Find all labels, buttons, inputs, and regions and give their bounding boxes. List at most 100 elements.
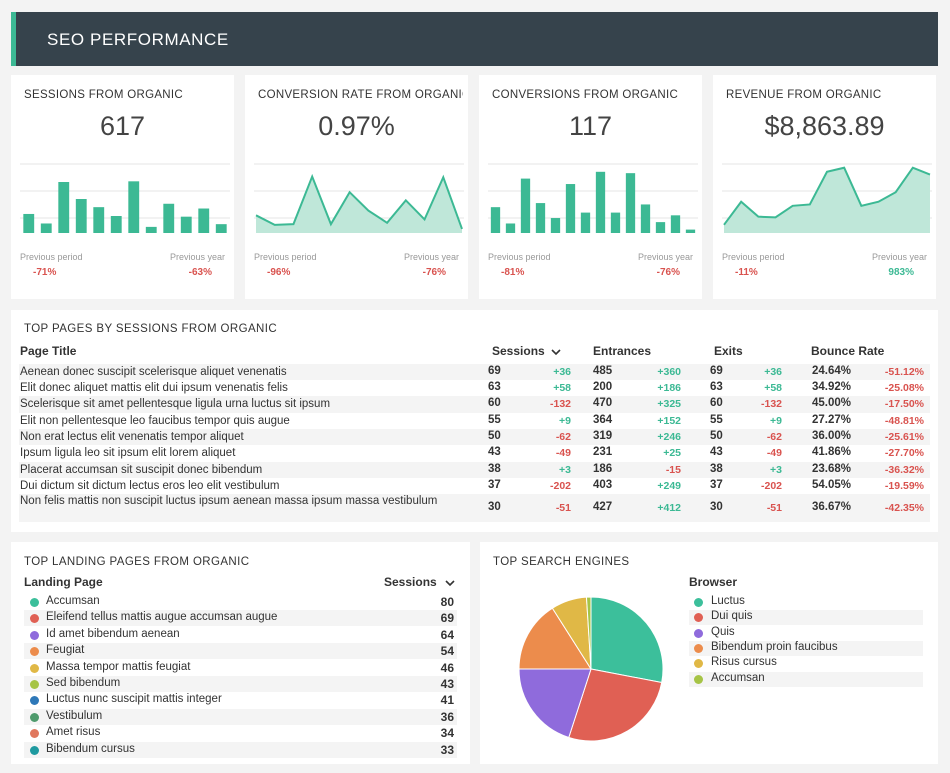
- sessions-cell: 60: [488, 397, 501, 409]
- entrances-cell: 186: [593, 463, 613, 475]
- table-row[interactable]: Elit donec aliquet mattis elit dui ipsum…: [19, 380, 930, 396]
- kpi-card-conversions[interactable]: CONVERSIONS FROM ORGANIC 117 Previous peri…: [479, 75, 702, 299]
- legend-item[interactable]: Luctus: [689, 595, 923, 610]
- previous-period-label: Previous period: [722, 252, 785, 262]
- kpi-value: 117: [568, 111, 613, 141]
- col-header-entrances[interactable]: Entrances: [593, 344, 652, 358]
- bar: [505, 223, 516, 233]
- list-item[interactable]: Bibendum cursus 33: [24, 741, 457, 758]
- legend-dot: [30, 729, 39, 739]
- list-item[interactable]: Massa tempor mattis feugiat 46: [24, 660, 457, 676]
- list-item[interactable]: Id amet bibendum aenean 64: [24, 627, 457, 643]
- bar: [58, 182, 70, 233]
- entrances-delta-cell: +25: [663, 447, 681, 459]
- entrances-cell: 364: [593, 414, 613, 426]
- col-header-landing-page[interactable]: Landing Page: [24, 575, 103, 589]
- legend-label: Bibendum proin faucibus: [711, 640, 838, 653]
- bar: [163, 203, 175, 233]
- previous-year-change: -76%: [422, 267, 446, 278]
- previous-year-label: Previous year: [403, 252, 459, 262]
- previous-period-change: -11%: [735, 267, 758, 278]
- entrances-cell: 485: [593, 365, 613, 377]
- bar: [565, 184, 576, 233]
- exits-cell: 69: [710, 365, 723, 377]
- chevron-down-icon: [551, 349, 561, 355]
- entrances-cell: 427: [593, 501, 613, 513]
- bar: [93, 207, 105, 233]
- bar: [670, 215, 681, 233]
- legend-dot: [694, 643, 703, 653]
- kpi-label: REVENUE FROM ORGANIC: [726, 89, 882, 101]
- previous-year-change: -76%: [656, 267, 680, 278]
- list-item[interactable]: Vestibulum 36: [24, 708, 457, 725]
- legend-item[interactable]: Accumsan: [689, 671, 923, 687]
- list-item[interactable]: Accumsan 80: [24, 594, 457, 610]
- list-item[interactable]: Amet risus 34: [24, 725, 457, 741]
- kpi-card-sessions[interactable]: SESSIONS FROM ORGANIC 617 Previous period P…: [11, 75, 234, 299]
- legend-item[interactable]: Bibendum proin faucibus: [689, 640, 923, 656]
- landing-page-sessions: 54: [440, 644, 454, 659]
- list-item[interactable]: Sed bibendum 43: [24, 676, 457, 692]
- pie-slice: [518, 668, 592, 739]
- list-item[interactable]: Feugiat 54: [24, 643, 457, 660]
- legend-label: Risus cursus: [711, 656, 777, 669]
- col-header-page-title[interactable]: Page Title: [20, 344, 77, 358]
- table-row[interactable]: Scelerisque sit amet pellentesque ligula…: [19, 396, 930, 413]
- bar: [550, 218, 561, 233]
- legend-label: Luctus: [711, 595, 745, 607]
- table-row[interactable]: Aenean donec suscipit scelerisque alique…: [19, 364, 930, 380]
- col-header-bounce-rate[interactable]: Bounce Rate: [811, 344, 885, 358]
- entrances-delta-cell: +186: [657, 382, 681, 394]
- bounce-delta-cell: -25.61%: [884, 431, 924, 443]
- sessions-delta-cell: -132: [549, 398, 571, 410]
- bounce-rate-cell: 36.67%: [812, 501, 852, 513]
- landing-page-name: Accumsan: [46, 595, 100, 607]
- col-header-sessions[interactable]: Sessions: [492, 344, 561, 358]
- bar: [520, 178, 531, 233]
- sessions-delta-cell: -49: [555, 447, 571, 459]
- bar: [75, 199, 87, 233]
- legend-item[interactable]: Dui quis: [689, 610, 923, 626]
- legend-dot: [30, 647, 39, 657]
- exits-cell: 55: [710, 414, 723, 426]
- landing-page-name: Id amet bibendum aenean: [46, 627, 180, 640]
- table-row[interactable]: Non erat lectus elit venenatis tempor al…: [19, 429, 930, 445]
- chevron-down-icon: [445, 580, 455, 586]
- legend-dot: [694, 598, 703, 607]
- landing-page-name: Bibendum cursus: [46, 742, 135, 755]
- previous-period-change: -71%: [33, 267, 57, 278]
- kpi-label: SESSIONS FROM ORGANIC: [24, 89, 184, 101]
- legend-item[interactable]: Quis: [689, 626, 923, 641]
- page-title: SEO PERFORMANCE: [47, 30, 229, 49]
- list-item[interactable]: Luctus nunc suscipit mattis integer 41: [24, 692, 457, 708]
- landing-page-sessions: 80: [440, 595, 454, 609]
- landing-page-name: Sed bibendum: [46, 677, 121, 689]
- table-row[interactable]: Elit non pellentesque leo faucibus tempo…: [19, 413, 930, 429]
- kpi-card-conversion-rate[interactable]: CONVERSION RATE FROM ORGANIC 0.97% Previou…: [245, 75, 468, 299]
- bar: [128, 181, 140, 233]
- kpi-card-revenue[interactable]: REVENUE FROM ORGANIC $8,863.89 Previous pe…: [713, 75, 936, 299]
- bar: [23, 213, 35, 233]
- entrances-cell: 200: [593, 381, 613, 393]
- exits-cell: 43: [710, 446, 723, 458]
- landing-page-name: Vestibulum: [46, 709, 103, 722]
- table-row[interactable]: Non felis mattis non suscipit luctus ips…: [19, 494, 930, 522]
- bounce-rate-cell: 54.05%: [812, 479, 852, 491]
- previous-period-change: -96%: [267, 267, 291, 278]
- col-header-exits[interactable]: Exits: [714, 344, 743, 358]
- legend-item[interactable]: Risus cursus: [689, 656, 923, 671]
- landing-page-name: Luctus nunc suscipit mattis integer: [46, 693, 222, 706]
- list-item[interactable]: Eleifend tellus mattis augue accumsan au…: [24, 610, 457, 627]
- table-row[interactable]: Placerat accumsan sit suscipit donec bib…: [19, 462, 930, 478]
- legend-dot: [30, 712, 39, 722]
- legend-label: Quis: [711, 625, 735, 638]
- col-header-landing-sessions[interactable]: Sessions: [384, 575, 455, 589]
- previous-period-label: Previous period: [488, 252, 551, 262]
- table-row[interactable]: Ipsum ligula leo sit ipsum elit lorem al…: [19, 445, 930, 462]
- table-row[interactable]: Dui dictum sit dictum lectus eros leo el…: [19, 478, 930, 494]
- previous-period-label: Previous period: [254, 252, 317, 262]
- legend-dot: [30, 630, 39, 640]
- sessions-delta-cell: +58: [553, 382, 571, 394]
- page-title-cell: Non erat lectus elit venenatis tempor al…: [20, 431, 244, 443]
- entrances-cell: 319: [593, 430, 613, 442]
